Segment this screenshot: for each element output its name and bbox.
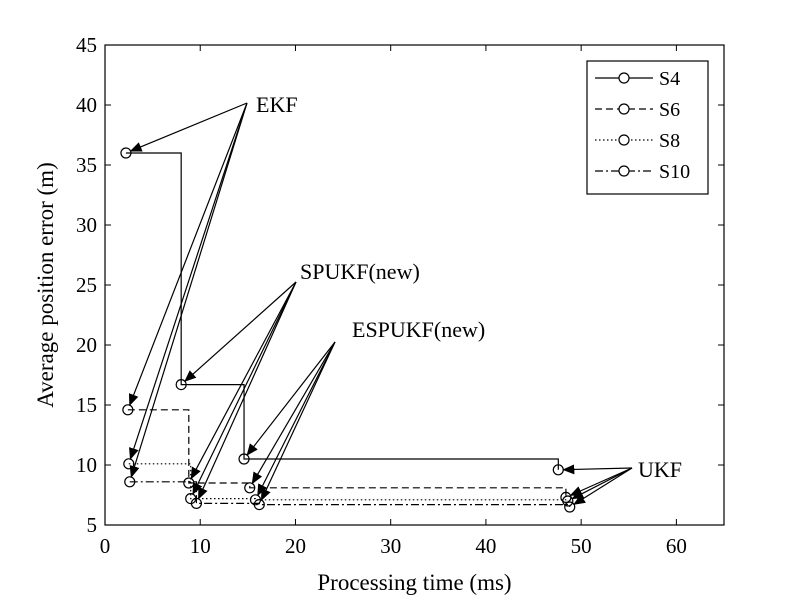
data-point-s10-1 [190, 497, 203, 509]
data-point-s6-2 [244, 482, 256, 494]
x-axis-label: Processing time (ms) [317, 570, 511, 595]
annotation-arrow-2-s8 [257, 341, 336, 497]
x-tick-label: 60 [666, 534, 687, 558]
data-point-s6-0 [122, 404, 134, 416]
annotation-arrow-2-s10 [260, 341, 336, 501]
annotation-arrow-3-s10 [573, 467, 633, 505]
legend-label-s10: S10 [659, 161, 690, 183]
annotation-arrow-0-s6 [128, 102, 248, 407]
x-tick-label: 30 [380, 534, 401, 558]
legend-marker-s10 [618, 165, 630, 177]
y-tick-label: 30 [76, 213, 97, 237]
data-point-s8-3 [562, 495, 574, 507]
y-tick-label: 25 [76, 273, 97, 297]
data-point-s8-0 [123, 458, 135, 470]
y-tick-label: 5 [87, 513, 98, 537]
legend-marker-s6 [618, 103, 630, 115]
legend-box [586, 60, 709, 195]
annotation-arrow-1-s10 [197, 281, 297, 500]
series-group [120, 147, 576, 513]
data-point-s10-2 [253, 499, 265, 511]
data-point-s10-3 [564, 501, 576, 513]
annotations-group: EKF SPUKF(new) ESPUKF(new) UKF [128, 92, 682, 505]
annotation-arrow-2-s6 [251, 341, 336, 485]
annotation-arrow-3-s4 [562, 464, 633, 475]
data-point-s4-0 [120, 147, 132, 159]
annotation-arrow-0-s8 [129, 102, 248, 460]
series-line-s6 [127, 409, 567, 498]
data-point-s4-2 [238, 453, 250, 465]
legend-label-s6: S6 [659, 99, 680, 121]
annotation-arrow-0-s4 [129, 102, 248, 152]
series-line-s10 [129, 481, 571, 507]
y-axis-label: Average position error (m) [33, 162, 58, 407]
annotation-label: SPUKF(new) [300, 259, 420, 284]
legend-marker-s4 [618, 72, 630, 84]
x-tick-label: 20 [285, 534, 306, 558]
annotation-label: ESPUKF(new) [352, 317, 485, 342]
annotation-label: UKF [638, 457, 682, 482]
y-tick-label: 45 [76, 33, 97, 57]
x-tick-label: 40 [475, 534, 496, 558]
annotation-arrow-1-s4 [184, 281, 297, 382]
data-point-s4-1 [175, 379, 187, 391]
annotation-arrow-2-s4 [246, 341, 336, 456]
annotation-label: EKF [256, 92, 298, 117]
annotation-arrow-0-s10 [129, 102, 248, 478]
legend-marker-s8 [618, 134, 630, 146]
legend: S4 S6 S8 S10 [586, 60, 709, 195]
legend-label-s4: S4 [659, 68, 680, 90]
y-tick-label: 20 [76, 333, 97, 357]
legend-label-s8: S8 [659, 130, 680, 152]
x-tick-label: 50 [571, 534, 592, 558]
y-tick-label: 35 [76, 153, 97, 177]
x-tick-label: 0 [100, 534, 111, 558]
y-tick-label: 10 [76, 453, 97, 477]
annotation-arrow-1-s6 [190, 281, 297, 480]
annotation-arrow-1-s8 [192, 281, 297, 496]
y-tick-label: 15 [76, 393, 97, 417]
x-tick-label: 10 [190, 534, 211, 558]
series-line-s4 [125, 152, 559, 470]
y-tick-label: 40 [76, 93, 97, 117]
series-line-s8 [128, 463, 569, 501]
axes-group: 0 10 20 30 40 50 60 5 10 15 20 25 30 35 40 45 Processing… [33, 33, 725, 595]
annotation-arrow-3-s8 [571, 467, 633, 500]
